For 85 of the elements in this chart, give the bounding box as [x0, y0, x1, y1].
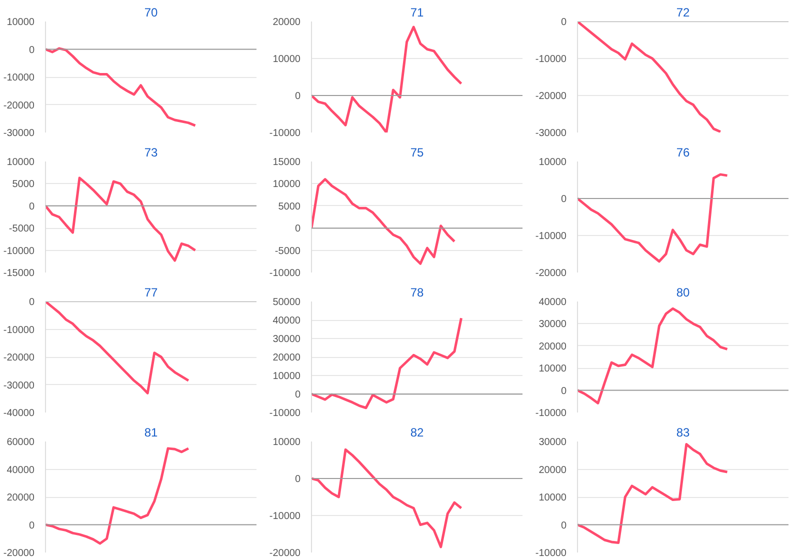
y-tick-label: 40000 — [6, 464, 35, 476]
y-tick-label: -10000 — [269, 408, 301, 419]
y-tick-label: -20000 — [535, 91, 567, 102]
y-tick-label: 15000 — [272, 157, 301, 168]
y-tick-label: -10000 — [535, 54, 567, 65]
line-series — [46, 47, 196, 127]
chart-title: 75 — [410, 146, 424, 160]
y-tick-label: -5000 — [274, 246, 301, 257]
line-series — [578, 443, 728, 544]
y-tick-label: 60000 — [6, 437, 35, 448]
y-tick-label: 10000 — [272, 54, 301, 65]
y-tick-label: -30000 — [3, 128, 35, 139]
line-series — [578, 173, 728, 263]
chart-title: 73 — [144, 146, 158, 160]
y-tick-label: 0 — [560, 17, 567, 28]
chart-title: 71 — [410, 6, 424, 20]
y-tick-label: 10000 — [6, 17, 35, 28]
chart-title: 82 — [410, 426, 424, 440]
chart-title: 77 — [144, 286, 158, 300]
y-tick-label: -10000 — [535, 408, 567, 419]
y-tick-label: -40000 — [3, 408, 35, 419]
y-tick-label: 10000 — [6, 157, 35, 168]
y-tick-label: -20000 — [3, 548, 35, 559]
y-tick-label: 0 — [294, 390, 301, 400]
line-series — [578, 22, 722, 132]
y-tick-label: 20000 — [538, 341, 567, 352]
chart-title: 83 — [676, 426, 690, 440]
y-tick-label: 0 — [294, 474, 301, 485]
y-tick-label: 10000 — [538, 157, 567, 168]
line-series — [312, 26, 462, 132]
line-series — [312, 178, 456, 265]
y-tick-label: 0 — [560, 386, 567, 397]
chart-title: 76 — [676, 146, 690, 160]
y-tick-label: 40000 — [272, 316, 301, 326]
y-tick-label: -20000 — [535, 268, 567, 279]
y-tick-label: 0 — [28, 520, 35, 532]
y-tick-label: 20000 — [6, 492, 35, 504]
line-series — [312, 316, 462, 410]
y-tick-label: -30000 — [535, 128, 567, 139]
y-tick-label: -10000 — [3, 246, 35, 257]
y-tick-label: -20000 — [3, 352, 35, 364]
y-tick-label: 20000 — [538, 464, 567, 476]
y-tick-label: 0 — [28, 297, 35, 308]
y-tick-label: 20000 — [272, 17, 301, 28]
y-tick-label: 30000 — [272, 334, 301, 345]
y-tick-label: 0 — [560, 194, 567, 205]
y-tick-label: 50000 — [272, 297, 301, 308]
y-tick-label: 10000 — [538, 492, 567, 504]
line-series — [578, 307, 728, 404]
y-tick-label: -10000 — [3, 72, 35, 84]
y-tick-label: 0 — [560, 520, 567, 532]
y-tick-label: 0 — [294, 91, 301, 102]
chart-title: 72 — [676, 6, 690, 20]
y-tick-label: 20000 — [272, 352, 301, 364]
y-tick-label: 10000 — [272, 371, 301, 382]
line-series — [46, 447, 190, 545]
y-tick-label: 30000 — [538, 437, 567, 448]
y-tick-label: 40000 — [538, 297, 567, 308]
y-tick-label: -10000 — [269, 128, 301, 139]
line-series — [46, 302, 190, 394]
y-tick-label: -10000 — [3, 324, 35, 336]
chart-title: 70 — [144, 6, 158, 20]
y-tick-label: -5000 — [8, 224, 35, 235]
line-series — [46, 176, 196, 262]
y-tick-label: -20000 — [3, 100, 35, 112]
y-tick-label: -15000 — [3, 268, 35, 279]
y-tick-label: 10000 — [538, 364, 567, 375]
chart-title: 81 — [144, 426, 158, 440]
y-tick-label: -10000 — [269, 511, 301, 522]
y-tick-label: 0 — [28, 44, 35, 56]
y-tick-label: 0 — [28, 201, 35, 212]
y-tick-label: 5000 — [12, 179, 35, 190]
y-tick-label: 5000 — [278, 201, 301, 212]
y-tick-label: 10000 — [272, 179, 301, 190]
y-tick-label: -30000 — [3, 380, 35, 392]
y-tick-label: 30000 — [538, 319, 567, 330]
chart-title: 80 — [676, 286, 690, 300]
line-series — [312, 448, 462, 548]
y-tick-label: -20000 — [269, 548, 301, 559]
y-tick-label: 0 — [294, 224, 301, 235]
y-tick-label: -10000 — [269, 268, 301, 279]
chart-title: 78 — [410, 286, 424, 300]
y-tick-label: -10000 — [535, 548, 567, 559]
y-tick-label: -10000 — [535, 231, 567, 242]
y-tick-label: 10000 — [272, 437, 301, 448]
